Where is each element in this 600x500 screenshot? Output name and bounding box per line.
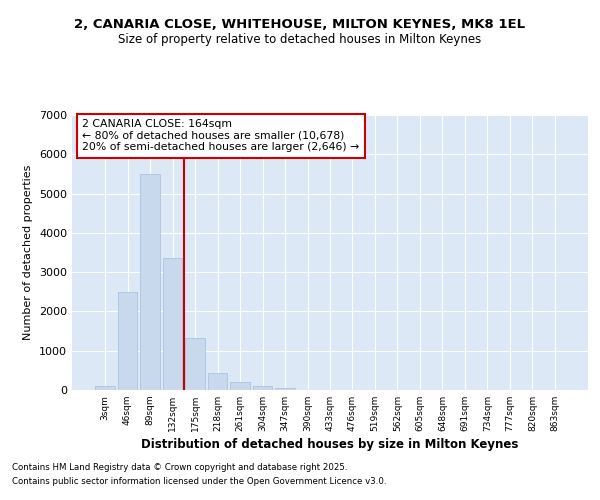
Bar: [185, 338, 205, 390]
Bar: [140, 174, 160, 390]
Bar: [230, 382, 250, 390]
Y-axis label: Number of detached properties: Number of detached properties: [23, 165, 34, 340]
Text: 2, CANARIA CLOSE, WHITEHOUSE, MILTON KEYNES, MK8 1EL: 2, CANARIA CLOSE, WHITEHOUSE, MILTON KEY…: [74, 18, 526, 30]
Bar: [118, 292, 137, 390]
Text: Size of property relative to detached houses in Milton Keynes: Size of property relative to detached ho…: [118, 32, 482, 46]
Bar: [275, 388, 295, 390]
Bar: [253, 386, 272, 390]
Text: Contains public sector information licensed under the Open Government Licence v3: Contains public sector information licen…: [12, 477, 386, 486]
Bar: [95, 386, 115, 390]
Bar: [163, 258, 182, 390]
Text: 2 CANARIA CLOSE: 164sqm
← 80% of detached houses are smaller (10,678)
20% of sem: 2 CANARIA CLOSE: 164sqm ← 80% of detache…: [82, 119, 359, 152]
X-axis label: Distribution of detached houses by size in Milton Keynes: Distribution of detached houses by size …: [142, 438, 518, 451]
Bar: [208, 373, 227, 390]
Text: Contains HM Land Registry data © Crown copyright and database right 2025.: Contains HM Land Registry data © Crown c…: [12, 464, 347, 472]
